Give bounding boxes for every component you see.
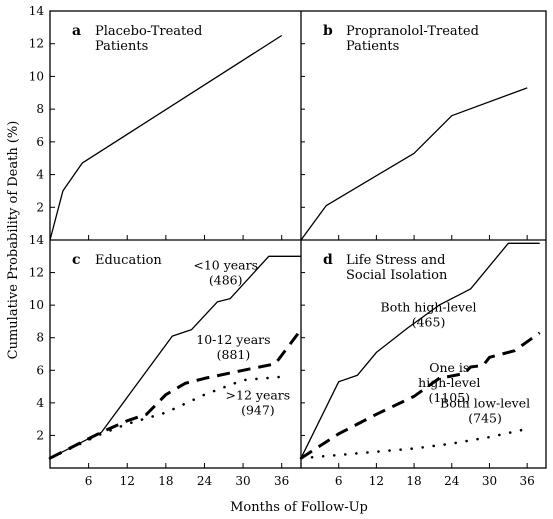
y-tick-label: 2 <box>36 200 44 214</box>
y-tick-label: 8 <box>36 331 44 345</box>
panel-title: Patients <box>346 39 399 54</box>
panel-title: Education <box>95 253 162 268</box>
y-tick-label: 14 <box>29 4 45 18</box>
y-tick-label: 6 <box>36 135 44 149</box>
series-annotation: (745) <box>468 411 502 426</box>
panel-letter: b <box>323 23 333 39</box>
x-tick-label: 24 <box>197 474 213 488</box>
series-annotation: (1105) <box>428 390 470 405</box>
y-tick-label: 4 <box>36 168 44 182</box>
panel-title: Life Stress and <box>346 253 445 268</box>
series-annotation: >12 years <box>226 388 291 403</box>
series-line-dotted <box>299 427 529 460</box>
series-line-solid <box>49 34 283 241</box>
panel-title: Propranolol-Treated <box>346 24 479 39</box>
panel-letter: a <box>72 23 81 39</box>
y-tick-label: 12 <box>29 266 44 280</box>
series-annotation: (486) <box>209 272 243 287</box>
series-line-dashed <box>49 328 303 460</box>
x-tick-label: 6 <box>85 474 93 488</box>
series-annotation: <10 years <box>193 257 258 272</box>
panel-title: Placebo-Treated <box>95 24 202 39</box>
x-axis-label: Months of Follow-Up <box>230 500 368 515</box>
series-layer <box>48 34 541 460</box>
series-line-solid <box>300 87 528 241</box>
series-annotation: (881) <box>217 347 251 362</box>
series-line-dashed <box>300 331 541 460</box>
y-tick-label: 14 <box>29 233 45 247</box>
y-axis-label: Cumulative Probability of Death (%) <box>6 121 21 360</box>
panel-letter: c <box>72 252 81 268</box>
x-tick-label: 36 <box>274 474 289 488</box>
x-tick-label: 18 <box>406 474 421 488</box>
x-tick-label: 12 <box>120 474 135 488</box>
x-tick-label: 24 <box>444 474 460 488</box>
x-tick-label: 30 <box>235 474 250 488</box>
y-tick-label: 4 <box>36 396 44 410</box>
series-annotation: high-level <box>418 375 480 390</box>
y-tick-label: 8 <box>36 102 44 116</box>
x-tick-label: 12 <box>369 474 384 488</box>
series-annotation: 10-12 years <box>196 332 270 347</box>
panel-title: Social Isolation <box>346 268 448 283</box>
y-tick-label: 6 <box>36 363 44 377</box>
panel-letter: d <box>323 252 333 268</box>
series-annotation: (465) <box>412 315 446 330</box>
y-tick-label: 12 <box>29 37 44 51</box>
series-line-solid <box>49 255 301 459</box>
series-annotation: (947) <box>241 403 275 418</box>
series-annotation: Both high-level <box>381 300 477 315</box>
x-tick-label: 18 <box>158 474 173 488</box>
x-tick-label: 6 <box>335 474 343 488</box>
y-tick-label: 2 <box>36 428 44 442</box>
x-tick-label: 30 <box>482 474 497 488</box>
y-tick-label: 10 <box>29 69 44 83</box>
series-line-solid <box>300 242 540 459</box>
series-annotation: Both low-level <box>440 396 530 411</box>
x-tick-label: 36 <box>520 474 535 488</box>
panel-title: Patients <box>95 39 148 54</box>
y-tick-label: 10 <box>29 298 44 312</box>
series-annotation: One is <box>429 360 469 375</box>
